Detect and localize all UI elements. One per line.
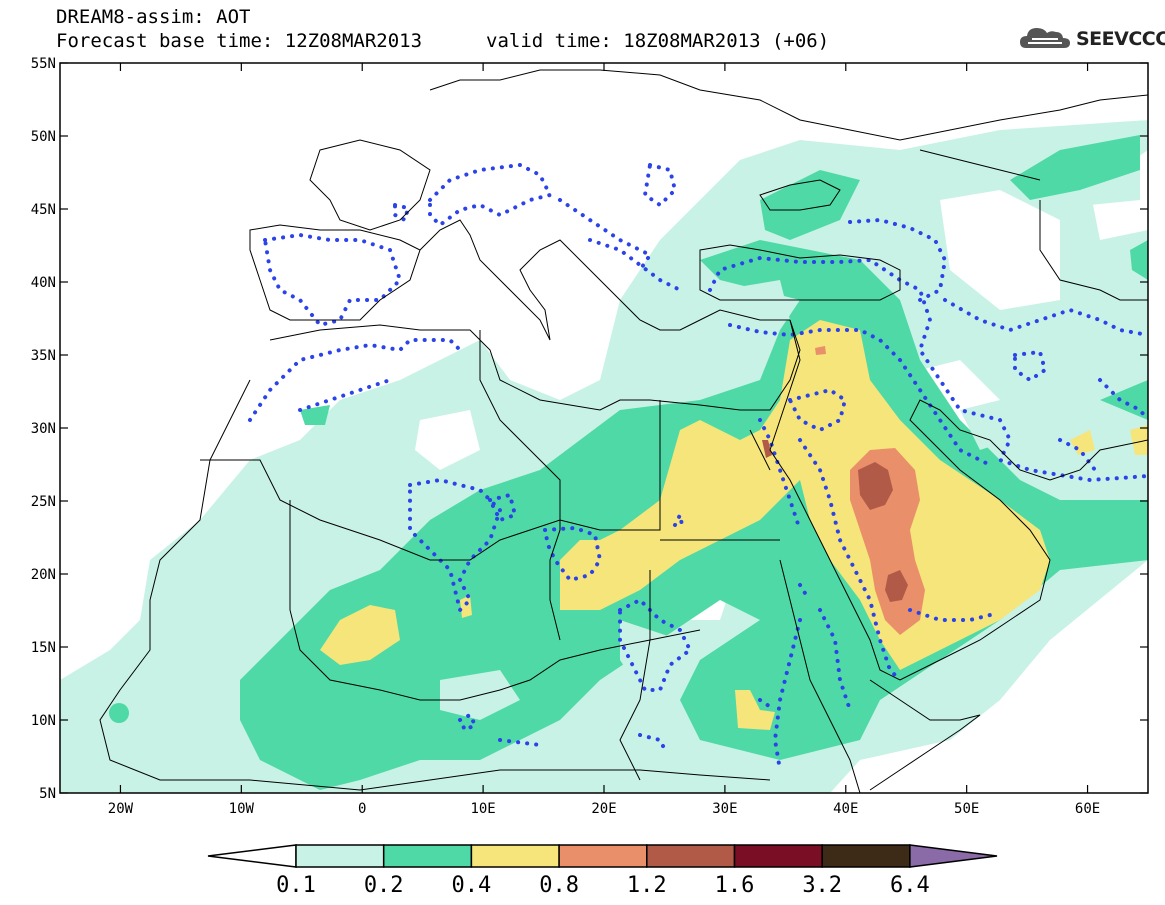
aot-field <box>60 63 1148 793</box>
colorbar-over-triangle <box>909 844 998 868</box>
lat-tick-label: 15N <box>31 640 56 656</box>
aot-colorbar: 0.1 0.2 0.4 0.8 1.2 1.6 3.2 6.4 <box>207 844 998 898</box>
colorbar-label: 1.2 <box>627 873 667 898</box>
lon-tick-label: 10W <box>229 801 255 817</box>
colorbar-label: 1.6 <box>715 873 755 898</box>
base-time-label: Forecast base time: 12Z08MAR2013 <box>56 30 423 52</box>
aot-level-0.4 <box>320 320 1148 730</box>
lat-tick-label: 40N <box>31 275 56 291</box>
colorbar-swatch <box>470 844 560 868</box>
lon-tick-label: 40E <box>833 801 858 817</box>
aot-dotted-contours <box>248 162 1148 772</box>
aot-level-0.1-islands <box>440 280 1010 720</box>
lon-tick-label: 0 <box>358 801 366 817</box>
lon-tick-label: 30E <box>712 801 737 817</box>
seevccc-logo: SEEVCCC <box>1018 22 1165 56</box>
lat-tick-label: 10N <box>31 713 56 729</box>
lat-tick-label: 30N <box>31 421 56 437</box>
lon-tick-label: 10E <box>470 801 495 817</box>
colorbar-under-triangle <box>207 844 297 868</box>
colorbar-label: 3.2 <box>802 873 842 898</box>
colorbar-swatch <box>821 844 911 868</box>
colorbar-swatch <box>382 844 473 868</box>
colorbar-label: 0.8 <box>539 873 579 898</box>
lat-tick-label: 20N <box>31 567 56 583</box>
colorbar-label: 0.4 <box>452 873 492 898</box>
lat-tick-label: 25N <box>31 494 56 510</box>
longitude-axis: 20W 10W 0 10E 20E 30E 40E 50E 60E <box>108 63 1100 817</box>
lat-tick-label: 50N <box>31 129 56 145</box>
lon-tick-label: 50E <box>954 801 979 817</box>
aot-level-1.2 <box>762 440 908 602</box>
coastlines-borders <box>99 69 1148 793</box>
lat-tick-label: 45N <box>31 202 56 218</box>
latitude-axis: 55N 50N 45N 40N 35N 30N 25N 20N 15N 10N 5N <box>31 56 1148 802</box>
map-title: DREAM8-assim: AOT <box>56 6 251 28</box>
lon-tick-label: 60E <box>1075 801 1100 817</box>
colorbar-swatch <box>646 844 736 868</box>
lon-tick-label: 20E <box>591 801 616 817</box>
colorbar-label: 6.4 <box>890 873 930 898</box>
lat-tick-label: 55N <box>31 56 56 72</box>
valid-time-label: valid time: 18Z08MAR2013 (+06) <box>486 30 830 52</box>
lat-tick-label: 35N <box>31 348 56 364</box>
colorbar-swatch <box>295 844 385 868</box>
logo-text: SEEVCCC <box>1076 28 1165 50</box>
colorbar-label: 0.1 <box>276 873 316 898</box>
colorbar-label: 0.2 <box>364 873 404 898</box>
lon-tick-label: 20W <box>108 801 134 817</box>
lat-tick-label: 5N <box>39 786 56 802</box>
forecast-times: Forecast base time: 12Z08MAR2013 valid ti… <box>56 30 829 52</box>
colorbar-swatch <box>558 844 648 868</box>
cloud-icon <box>1020 28 1070 48</box>
colorbar-swatch <box>733 844 823 868</box>
